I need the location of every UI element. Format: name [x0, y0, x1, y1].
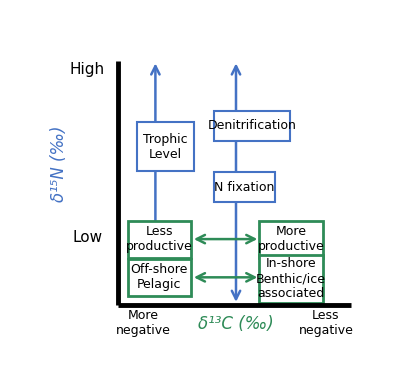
- Text: Less
productive: Less productive: [126, 225, 193, 253]
- Text: Denitrification: Denitrification: [208, 120, 297, 133]
- Text: Trophic
Level: Trophic Level: [143, 133, 188, 160]
- FancyBboxPatch shape: [128, 221, 191, 257]
- FancyBboxPatch shape: [259, 255, 323, 303]
- Text: In-shore
Benthic/ice
associated: In-shore Benthic/ice associated: [256, 257, 326, 301]
- Text: Low: Low: [72, 230, 102, 244]
- Text: More
negative: More negative: [116, 309, 170, 337]
- Text: Less
negative: Less negative: [298, 309, 353, 337]
- FancyBboxPatch shape: [259, 221, 323, 257]
- Text: δ¹³C (‰): δ¹³C (‰): [198, 315, 274, 333]
- Text: δ¹⁵N (‰): δ¹⁵N (‰): [50, 125, 68, 202]
- Text: Off-shore
Pelagic: Off-shore Pelagic: [130, 264, 188, 291]
- Text: High: High: [70, 62, 105, 77]
- FancyBboxPatch shape: [137, 122, 194, 171]
- Text: More
productive: More productive: [258, 225, 324, 253]
- FancyBboxPatch shape: [128, 259, 191, 296]
- FancyBboxPatch shape: [214, 172, 275, 202]
- FancyBboxPatch shape: [214, 110, 290, 141]
- Text: N fixation: N fixation: [214, 181, 275, 194]
